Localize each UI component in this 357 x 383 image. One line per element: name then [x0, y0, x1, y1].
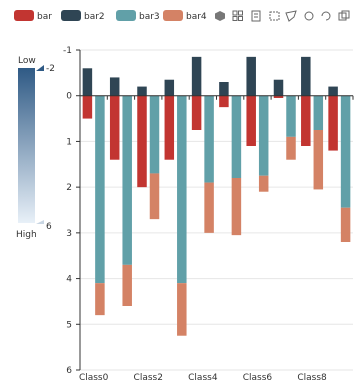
x-tick-label: Class2 [134, 373, 163, 383]
bar-bar-Class2[interactable] [137, 95, 147, 188]
rect-select-shape [269, 11, 280, 21]
legend-swatch [61, 10, 81, 21]
visual-map-bottom-handle[interactable] [36, 220, 44, 224]
visual-map: Low -2 6 High [16, 56, 55, 240]
lasso-icon[interactable] [285, 10, 297, 22]
bar-bar-Class3[interactable] [164, 95, 175, 160]
image-shape [341, 10, 350, 19]
bar-bar4-Class5[interactable] [231, 178, 242, 236]
y-tick-label: 5 [66, 320, 72, 330]
x-tick-label: Class6 [243, 373, 273, 383]
grid-cell [232, 16, 238, 21]
y-tick-label: 1 [66, 137, 72, 147]
bar-bar4-Class7[interactable] [286, 136, 296, 160]
bar-bar4-Class3[interactable] [177, 283, 187, 336]
visual-map-low-label: Low [18, 56, 36, 66]
grid-cell [232, 10, 238, 16]
y-tick-label: 0 [66, 92, 72, 102]
bar-bar-Class8[interactable] [301, 95, 311, 146]
x-tick-label: Class0 [79, 373, 109, 383]
bar-bar2-Class2[interactable] [137, 86, 147, 96]
bar-bar2-Class1[interactable] [109, 77, 120, 96]
y-tick-label: -1 [63, 46, 72, 56]
bar-bar2-Class7[interactable] [273, 79, 284, 96]
visual-map-gradient-bar[interactable] [18, 68, 35, 223]
legend-swatch [14, 10, 34, 21]
legend-item-bar4[interactable]: bar4 [163, 10, 207, 22]
save-image-icon[interactable] [338, 10, 350, 21]
legend-label: bar2 [84, 12, 105, 22]
bar-bar2-Class3[interactable] [164, 79, 175, 96]
y-tick-label: 3 [66, 229, 72, 239]
visual-map-min-label: 6 [46, 222, 52, 232]
grid-cell [238, 16, 243, 21]
rect-select-icon[interactable] [269, 11, 280, 21]
legend-label: bar4 [186, 12, 207, 22]
lasso-shape [285, 10, 297, 22]
bar-bar4-Class9[interactable] [340, 207, 351, 242]
visual-map-max-label: -2 [46, 64, 55, 74]
visual-map-high-label: High [16, 230, 37, 240]
cube-icon[interactable] [215, 11, 225, 21]
bar-bar3-Class2[interactable] [149, 95, 160, 174]
clear-select-icon[interactable] [304, 11, 314, 21]
bar-bar4-Class4[interactable] [204, 182, 214, 233]
bar-bar-Class6[interactable] [246, 95, 256, 146]
bar-bar4-Class8[interactable] [313, 130, 324, 190]
legend-item-bar2[interactable]: bar2 [61, 10, 105, 22]
restore-shape [321, 11, 331, 21]
bar-bar-Class4[interactable] [191, 95, 202, 130]
bar-bar3-Class3[interactable] [177, 95, 187, 284]
clear-shape [304, 11, 314, 21]
cube-shape [215, 11, 225, 21]
bar-bar3-Class1[interactable] [122, 95, 132, 265]
bar-bar-Class0[interactable] [82, 95, 93, 119]
legend-label: bar3 [139, 12, 160, 22]
y-tick-label: 2 [66, 183, 72, 193]
visual-map-top-handle[interactable] [36, 65, 44, 71]
legend-label: bar [37, 12, 52, 22]
bar-bar2-Class5[interactable] [219, 82, 229, 96]
bar-bar-Class7[interactable] [273, 95, 284, 98]
bar-bar2-Class6[interactable] [246, 56, 256, 96]
bar-bar3-Class9[interactable] [340, 95, 351, 208]
bar-bar3-Class4[interactable] [204, 95, 214, 183]
restore-icon[interactable] [321, 11, 331, 21]
grid-icon[interactable] [232, 10, 243, 21]
legend-swatch [163, 10, 183, 21]
x-tick-label: Class8 [297, 373, 327, 383]
y-tick-label: 4 [66, 275, 72, 285]
doc-shape [251, 10, 261, 22]
y-tick-label: 6 [66, 366, 72, 376]
legend-item-bar[interactable]: bar [14, 10, 52, 22]
bar-bar-Class5[interactable] [219, 95, 229, 108]
bar-bar3-Class6[interactable] [258, 95, 269, 176]
bar-bar4-Class6[interactable] [258, 175, 269, 192]
plot-area: -1 0 1 2 3 4 5 6 Class0 Class2 Class4 Class6 Class8 [63, 46, 354, 383]
bar-bar3-Class5[interactable] [231, 95, 242, 178]
legend-item-bar3[interactable]: bar3 [116, 10, 160, 22]
legend-swatch [116, 10, 136, 21]
x-tick-label: Class4 [188, 373, 218, 383]
bar-bar2-Class9[interactable] [328, 86, 338, 96]
bar-bar4-Class2[interactable] [149, 173, 160, 220]
legend: bar bar2 bar3 bar4 [14, 10, 207, 22]
bar-bar3-Class8[interactable] [313, 95, 324, 130]
bar-bar2-Class0[interactable] [82, 68, 93, 96]
bar-bar3-Class0[interactable] [95, 95, 105, 284]
bar-bar3-Class7[interactable] [286, 95, 296, 137]
bar-bar-Class1[interactable] [109, 95, 120, 160]
grid-cell [238, 10, 243, 16]
bar-bar4-Class0[interactable] [95, 283, 105, 316]
bar-bar2-Class4[interactable] [191, 56, 202, 96]
bar-bar2-Class8[interactable] [301, 56, 311, 96]
toolbox [215, 10, 350, 22]
bar-bar4-Class1[interactable] [122, 264, 132, 306]
bar-bar-Class9[interactable] [328, 95, 338, 151]
data-view-icon[interactable] [251, 10, 261, 22]
